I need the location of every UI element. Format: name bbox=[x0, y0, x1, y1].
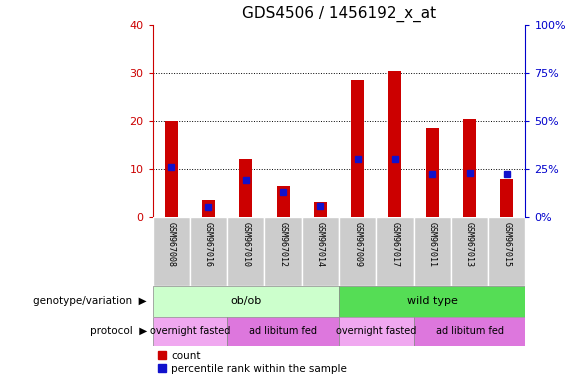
Bar bbox=[264, 217, 302, 286]
Bar bbox=[339, 317, 414, 346]
Text: GSM967012: GSM967012 bbox=[279, 222, 288, 268]
Title: GDS4506 / 1456192_x_at: GDS4506 / 1456192_x_at bbox=[242, 6, 436, 22]
Bar bbox=[227, 217, 264, 286]
Text: GSM967014: GSM967014 bbox=[316, 222, 325, 268]
Bar bbox=[227, 317, 339, 346]
Bar bbox=[239, 159, 253, 217]
Bar bbox=[153, 286, 339, 317]
Bar bbox=[153, 217, 190, 286]
Bar bbox=[351, 80, 364, 217]
Bar bbox=[164, 121, 178, 217]
Text: ob/ob: ob/ob bbox=[230, 296, 262, 306]
Bar bbox=[376, 217, 414, 286]
Bar bbox=[488, 217, 525, 286]
Bar bbox=[339, 217, 376, 286]
Text: GSM967010: GSM967010 bbox=[241, 222, 250, 268]
Bar bbox=[388, 71, 402, 217]
Bar bbox=[463, 119, 476, 217]
Bar bbox=[451, 217, 488, 286]
Text: wild type: wild type bbox=[407, 296, 458, 306]
Text: GSM967017: GSM967017 bbox=[390, 222, 399, 268]
Text: overnight fasted: overnight fasted bbox=[150, 326, 230, 336]
Text: overnight fasted: overnight fasted bbox=[336, 326, 416, 336]
Bar bbox=[190, 217, 227, 286]
Legend: count, percentile rank within the sample: count, percentile rank within the sample bbox=[158, 351, 347, 374]
Text: genotype/variation  ▶: genotype/variation ▶ bbox=[33, 296, 147, 306]
Text: GSM967009: GSM967009 bbox=[353, 222, 362, 268]
Bar bbox=[339, 286, 525, 317]
Text: GSM967016: GSM967016 bbox=[204, 222, 213, 268]
Bar bbox=[276, 186, 290, 217]
Bar bbox=[202, 200, 215, 217]
Text: GSM967011: GSM967011 bbox=[428, 222, 437, 268]
Bar bbox=[302, 217, 339, 286]
Bar bbox=[500, 179, 514, 217]
Text: ad libitum fed: ad libitum fed bbox=[249, 326, 317, 336]
Bar bbox=[314, 202, 327, 217]
Bar bbox=[425, 128, 439, 217]
Text: GSM967008: GSM967008 bbox=[167, 222, 176, 268]
Bar bbox=[153, 317, 227, 346]
Bar bbox=[414, 217, 451, 286]
Bar bbox=[414, 317, 525, 346]
Text: ad libitum fed: ad libitum fed bbox=[436, 326, 503, 336]
Text: GSM967015: GSM967015 bbox=[502, 222, 511, 268]
Text: protocol  ▶: protocol ▶ bbox=[90, 326, 147, 336]
Text: GSM967013: GSM967013 bbox=[465, 222, 474, 268]
